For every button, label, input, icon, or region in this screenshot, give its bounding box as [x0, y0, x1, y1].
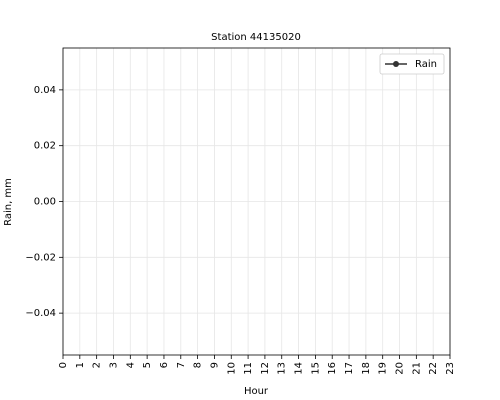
x-tick-label: 23 [445, 362, 456, 375]
x-tick-label: 11 [243, 362, 254, 375]
plot-frame [62, 47, 451, 356]
x-tick-label: 13 [277, 362, 288, 375]
x-tick-label: 7 [176, 362, 187, 368]
y-tick-label: 0.02 [34, 141, 56, 152]
x-tick-label: 5 [142, 362, 153, 368]
x-tick-label: 16 [327, 362, 338, 375]
x-tick-label: 8 [193, 362, 204, 368]
legend-marker [393, 61, 399, 67]
y-axis-label: Rain, mm [3, 178, 14, 226]
x-axis-label: Hour [244, 386, 269, 397]
legend-label: Rain [415, 59, 437, 70]
legend: Rain [379, 53, 445, 75]
x-tick-label: 20 [395, 362, 406, 375]
y-tick-label: −0.02 [25, 252, 56, 263]
x-tick-label: 18 [361, 362, 372, 375]
x-tick-label: 6 [159, 362, 170, 368]
x-tick-label: 1 [75, 362, 86, 368]
x-tick-label: 10 [226, 362, 237, 375]
x-tick-label: 19 [378, 362, 389, 375]
chart-title: Station 44135020 [211, 32, 301, 43]
x-tick-label: 17 [344, 362, 355, 375]
x-tick-label: 15 [310, 362, 321, 375]
x-tick-label: 14 [294, 362, 305, 375]
x-tick-label: 12 [260, 362, 271, 375]
x-tick-label: 22 [428, 362, 439, 375]
x-tick-label: 2 [92, 362, 103, 368]
legend-box [379, 53, 445, 75]
y-tick-label: 0.00 [34, 197, 56, 208]
x-tick-label: 4 [125, 362, 136, 368]
y-tick-label: −0.04 [25, 308, 56, 319]
x-tick-label: 0 [58, 362, 69, 368]
x-tick-label: 9 [209, 362, 220, 368]
x-tick-label: 3 [108, 362, 119, 368]
x-tick-label: 21 [411, 362, 422, 375]
y-tick-label: 0.04 [34, 85, 56, 96]
